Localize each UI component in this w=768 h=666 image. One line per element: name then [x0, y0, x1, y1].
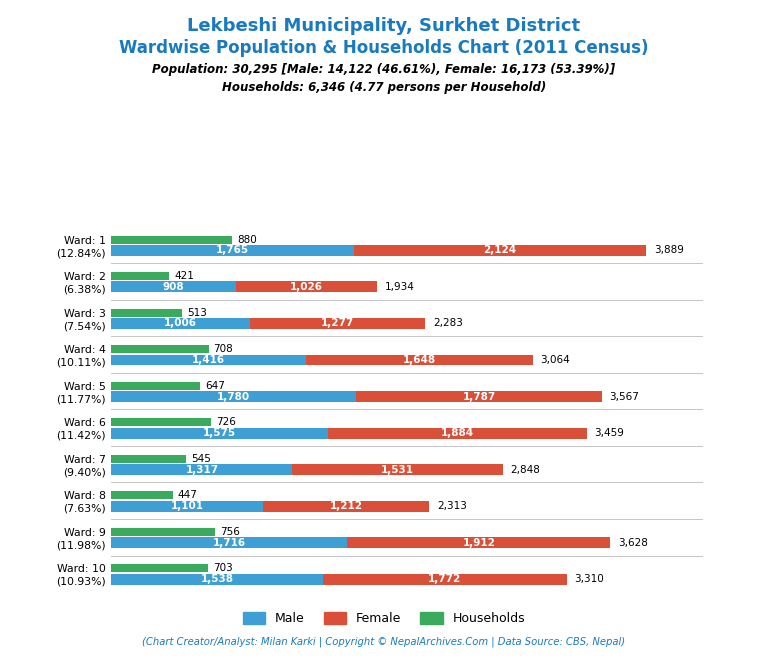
Bar [111, 428, 328, 439]
Bar [111, 282, 237, 292]
Bar [111, 318, 250, 329]
Bar [250, 318, 425, 329]
Text: 1,787: 1,787 [462, 392, 495, 402]
Text: 3,064: 3,064 [541, 355, 570, 365]
Bar [111, 501, 263, 511]
Bar [111, 245, 354, 256]
Text: 1,934: 1,934 [385, 282, 415, 292]
Bar [323, 573, 567, 585]
Bar [111, 564, 208, 573]
Text: 1,026: 1,026 [290, 282, 323, 292]
Text: 1,780: 1,780 [217, 392, 250, 402]
Text: 3,567: 3,567 [610, 392, 639, 402]
Text: 2,313: 2,313 [437, 501, 467, 511]
Text: 1,765: 1,765 [216, 245, 250, 256]
Text: 708: 708 [214, 344, 233, 354]
Text: 1,317: 1,317 [185, 465, 218, 475]
Text: 1,101: 1,101 [170, 501, 204, 511]
Bar [347, 537, 611, 548]
Bar [306, 354, 533, 366]
Bar [111, 308, 182, 317]
Text: 3,628: 3,628 [618, 537, 647, 547]
Text: Wardwise Population & Households Chart (2011 Census): Wardwise Population & Households Chart (… [119, 39, 649, 57]
Text: 2,124: 2,124 [484, 245, 517, 256]
Bar [111, 492, 173, 500]
Bar [111, 391, 356, 402]
Text: 647: 647 [205, 381, 225, 391]
Text: 2,283: 2,283 [433, 318, 463, 328]
Bar [111, 528, 215, 536]
Text: 880: 880 [237, 234, 257, 244]
Text: Households: 6,346 (4.77 persons per Household): Households: 6,346 (4.77 persons per Hous… [222, 81, 546, 94]
Bar [328, 428, 587, 439]
Text: 1,648: 1,648 [403, 355, 436, 365]
Text: 1,538: 1,538 [200, 574, 233, 584]
Text: 1,716: 1,716 [213, 537, 246, 547]
Bar [354, 245, 646, 256]
Text: 1,884: 1,884 [441, 428, 474, 438]
Text: 1,212: 1,212 [329, 501, 362, 511]
Text: 726: 726 [216, 418, 236, 428]
Bar [111, 354, 306, 366]
Text: 447: 447 [177, 490, 197, 500]
Text: 3,459: 3,459 [594, 428, 624, 438]
Text: 2,848: 2,848 [511, 465, 541, 475]
Text: 1,531: 1,531 [381, 465, 414, 475]
Bar [111, 464, 293, 475]
Text: 1,277: 1,277 [321, 318, 354, 328]
Bar [111, 573, 323, 585]
Text: Population: 30,295 [Male: 14,122 (46.61%), Female: 16,173 (53.39%)]: Population: 30,295 [Male: 14,122 (46.61%… [152, 63, 616, 77]
Text: Lekbeshi Municipality, Surkhet District: Lekbeshi Municipality, Surkhet District [187, 17, 581, 35]
Text: 421: 421 [174, 271, 194, 281]
Text: 513: 513 [187, 308, 207, 318]
Bar [263, 501, 429, 511]
Text: 703: 703 [213, 563, 233, 573]
Text: 756: 756 [220, 527, 240, 537]
Bar [237, 282, 377, 292]
Bar [111, 345, 209, 353]
Bar [111, 236, 233, 244]
Text: 1,772: 1,772 [428, 574, 462, 584]
Text: 545: 545 [191, 454, 211, 464]
Text: 3,889: 3,889 [654, 245, 684, 256]
Bar [293, 464, 503, 475]
Text: 1,912: 1,912 [462, 537, 495, 547]
Text: (Chart Creator/Analyst: Milan Karki | Copyright © NepalArchives.Com | Data Sourc: (Chart Creator/Analyst: Milan Karki | Co… [142, 637, 626, 647]
Bar [111, 537, 347, 548]
Bar [111, 272, 169, 280]
Bar [356, 391, 602, 402]
Legend: Male, Female, Households: Male, Female, Households [237, 607, 531, 630]
Text: 1,416: 1,416 [192, 355, 225, 365]
Text: 908: 908 [163, 282, 184, 292]
Bar [111, 382, 200, 390]
Text: 1,575: 1,575 [203, 428, 237, 438]
Bar [111, 418, 211, 426]
Text: 3,310: 3,310 [574, 574, 604, 584]
Text: 1,006: 1,006 [164, 318, 197, 328]
Bar [111, 455, 187, 463]
